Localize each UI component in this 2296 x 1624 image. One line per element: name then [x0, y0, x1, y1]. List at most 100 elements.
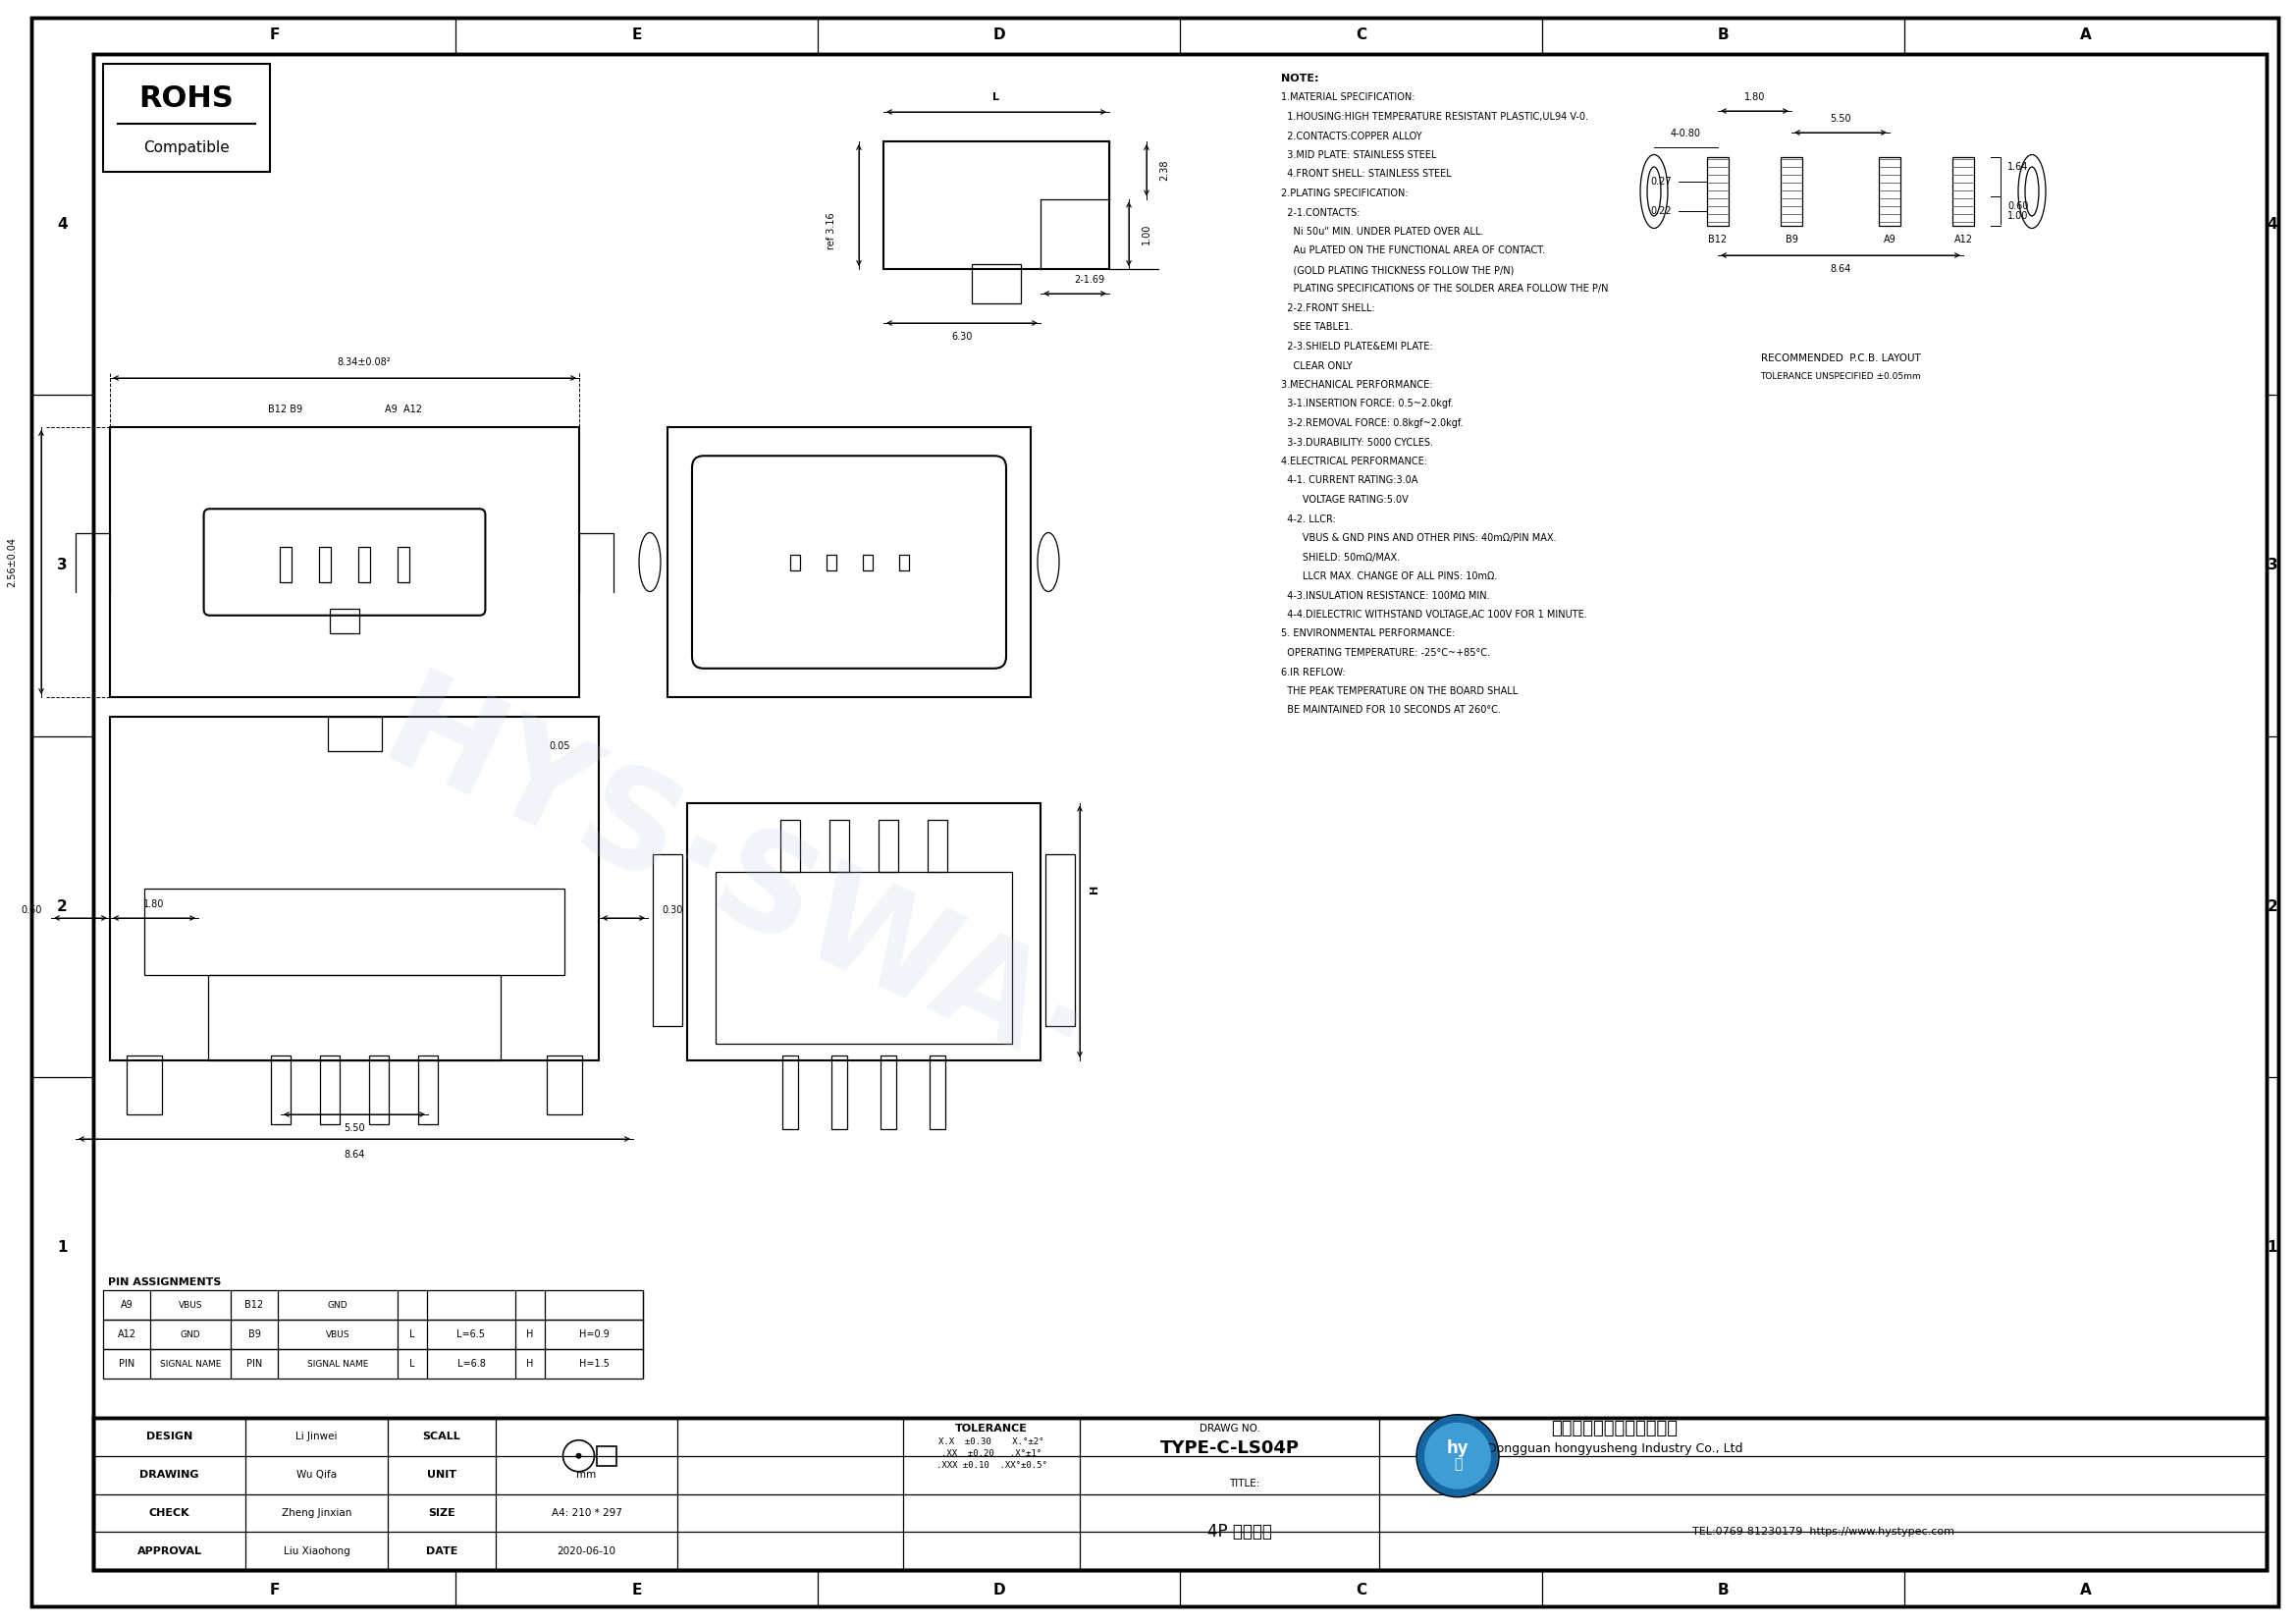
Text: A: A	[2080, 28, 2092, 42]
Text: SEE TABLE1.: SEE TABLE1.	[1281, 323, 1352, 333]
Bar	[1045, 854, 1075, 1026]
Text: PIN ASSIGNMENTS: PIN ASSIGNMENTS	[108, 1278, 220, 1288]
Bar	[1878, 158, 1901, 226]
Text: 4-3.INSULATION RESISTANCE: 100MΩ MIN.: 4-3.INSULATION RESISTANCE: 100MΩ MIN.	[1281, 591, 1490, 601]
Bar	[652, 854, 682, 1026]
Bar	[418, 1056, 439, 1124]
Text: 2020-06-10: 2020-06-10	[558, 1546, 615, 1556]
Text: DRAWING: DRAWING	[140, 1470, 200, 1479]
Text: SIGNAL NAME: SIGNAL NAME	[161, 1359, 220, 1369]
Text: 3: 3	[57, 559, 67, 573]
Text: 2.38: 2.38	[1159, 159, 1169, 180]
Text: Liu Xiaohong: Liu Xiaohong	[282, 1546, 349, 1556]
Text: SCALL: SCALL	[422, 1432, 461, 1442]
Text: X.X  ±0.30    X.°±2°: X.X ±0.30 X.°±2°	[939, 1437, 1045, 1445]
Bar	[597, 1445, 615, 1466]
Text: CLEAR ONLY: CLEAR ONLY	[1281, 361, 1352, 370]
Text: 3-1.INSERTION FORCE: 0.5~2.0kgf.: 3-1.INSERTION FORCE: 0.5~2.0kgf.	[1281, 400, 1453, 409]
Text: H: H	[526, 1330, 533, 1340]
Text: B9: B9	[248, 1330, 259, 1340]
Text: 4-0.80: 4-0.80	[1671, 128, 1701, 138]
Text: 4-1. CURRENT RATING:3.0A: 4-1. CURRENT RATING:3.0A	[1281, 476, 1419, 486]
Text: 6.30: 6.30	[951, 331, 974, 341]
Bar	[687, 802, 1040, 1060]
Bar	[783, 1056, 799, 1129]
Text: L: L	[409, 1359, 416, 1369]
Text: 3: 3	[2266, 559, 2278, 573]
Bar	[928, 820, 948, 872]
Text: OPERATING TEMPERATURE: -25°C~+85°C.: OPERATING TEMPERATURE: -25°C~+85°C.	[1281, 648, 1490, 658]
Text: 0.05: 0.05	[549, 741, 569, 752]
Text: 0.22: 0.22	[1651, 206, 1671, 216]
Bar	[1782, 158, 1802, 226]
Bar	[103, 1289, 643, 1320]
Text: 2: 2	[57, 900, 67, 914]
Text: 1.64: 1.64	[2007, 162, 2030, 172]
Text: THE PEAK TEMPERATURE ON THE BOARD SHALL: THE PEAK TEMPERATURE ON THE BOARD SHALL	[1281, 687, 1518, 697]
Text: H=1.5: H=1.5	[579, 1359, 608, 1369]
Text: SHIELD: 50mΩ/MAX.: SHIELD: 50mΩ/MAX.	[1281, 552, 1401, 562]
Text: 0.60: 0.60	[2007, 201, 2030, 211]
Text: 2-2.FRONT SHELL:: 2-2.FRONT SHELL:	[1281, 304, 1375, 313]
Text: H=0.9: H=0.9	[579, 1330, 608, 1340]
Text: C: C	[1355, 28, 1366, 42]
Text: TYPE-C-LS04P: TYPE-C-LS04P	[1159, 1440, 1300, 1457]
Text: 2-1.69: 2-1.69	[1075, 274, 1104, 284]
Text: 0.60: 0.60	[21, 905, 41, 914]
Bar	[280, 547, 292, 583]
Text: ref 3.16: ref 3.16	[827, 213, 836, 248]
Text: ROHS: ROHS	[140, 84, 234, 112]
Text: DATE: DATE	[425, 1546, 457, 1556]
Text: 0.30: 0.30	[661, 905, 682, 914]
Text: L=6.8: L=6.8	[457, 1359, 484, 1369]
Text: .XXX ±0.10  .XX°±0.5°: .XXX ±0.10 .XX°±0.5°	[937, 1462, 1047, 1470]
Text: A: A	[2080, 1582, 2092, 1596]
Text: 东莞市宏焉盛实业有限公司: 东莞市宏焉盛实业有限公司	[1552, 1419, 1678, 1437]
Text: TOLERANCE: TOLERANCE	[955, 1424, 1029, 1434]
Text: 4.ELECTRICAL PERFORMANCE:: 4.ELECTRICAL PERFORMANCE:	[1281, 456, 1428, 466]
Text: DRAWG NO.: DRAWG NO.	[1199, 1424, 1261, 1434]
Bar	[930, 1056, 946, 1129]
Text: A12: A12	[117, 1330, 135, 1340]
Text: (GOLD PLATING THICKNESS FOLLOW THE P/N): (GOLD PLATING THICKNESS FOLLOW THE P/N)	[1281, 265, 1513, 274]
Bar	[879, 1056, 895, 1129]
Text: 5. ENVIRONMENTAL PERFORMANCE:: 5. ENVIRONMENTAL PERFORMANCE:	[1281, 628, 1456, 638]
Text: 6.IR REFLOW:: 6.IR REFLOW:	[1281, 667, 1345, 677]
Text: L=6.5: L=6.5	[457, 1330, 484, 1340]
Text: hy: hy	[1446, 1439, 1469, 1457]
Text: D: D	[992, 28, 1006, 42]
Text: VBUS & GND PINS AND OTHER PINS: 40mΩ/PIN MAX.: VBUS & GND PINS AND OTHER PINS: 40mΩ/PIN…	[1281, 533, 1557, 542]
Text: VBUS: VBUS	[179, 1301, 202, 1309]
Bar	[790, 554, 799, 570]
Bar	[879, 820, 898, 872]
Text: E: E	[631, 28, 641, 42]
Bar	[829, 820, 850, 872]
Text: H: H	[1091, 883, 1100, 893]
Text: L: L	[992, 93, 999, 102]
Bar	[971, 265, 1022, 304]
Text: GND: GND	[181, 1330, 200, 1338]
Bar	[397, 547, 409, 583]
Text: L: L	[409, 1330, 416, 1340]
Bar	[831, 1056, 847, 1129]
Bar	[716, 872, 1013, 1043]
Bar	[668, 427, 1031, 697]
Text: B: B	[1717, 28, 1729, 42]
Text: 2.PLATING SPECIFICATION:: 2.PLATING SPECIFICATION:	[1281, 188, 1407, 198]
Text: Ni 50u" MIN. UNDER PLATED OVER ALL.: Ni 50u" MIN. UNDER PLATED OVER ALL.	[1281, 227, 1483, 237]
Bar	[110, 716, 599, 1060]
Text: A9: A9	[119, 1299, 133, 1311]
Text: 1: 1	[57, 1241, 67, 1255]
Text: GND: GND	[328, 1301, 347, 1309]
Text: 1.00: 1.00	[1141, 224, 1150, 245]
Text: B12: B12	[246, 1299, 264, 1311]
Bar	[103, 1350, 643, 1379]
Text: A9: A9	[1883, 234, 1896, 245]
Text: 2.CONTACTS:COPPER ALLOY: 2.CONTACTS:COPPER ALLOY	[1281, 132, 1421, 141]
Text: .XX  ±0.20   .X°±1°: .XX ±0.20 .X°±1°	[941, 1449, 1042, 1458]
Text: SIGNAL NAME: SIGNAL NAME	[308, 1359, 367, 1369]
Text: Dongguan hongyusheng Industry Co., Ltd: Dongguan hongyusheng Industry Co., Ltd	[1488, 1442, 1743, 1455]
Text: HYS·SWA·: HYS·SWA·	[363, 663, 1109, 1104]
Text: Wu Qifa: Wu Qifa	[296, 1470, 338, 1479]
Bar	[1952, 158, 1975, 226]
